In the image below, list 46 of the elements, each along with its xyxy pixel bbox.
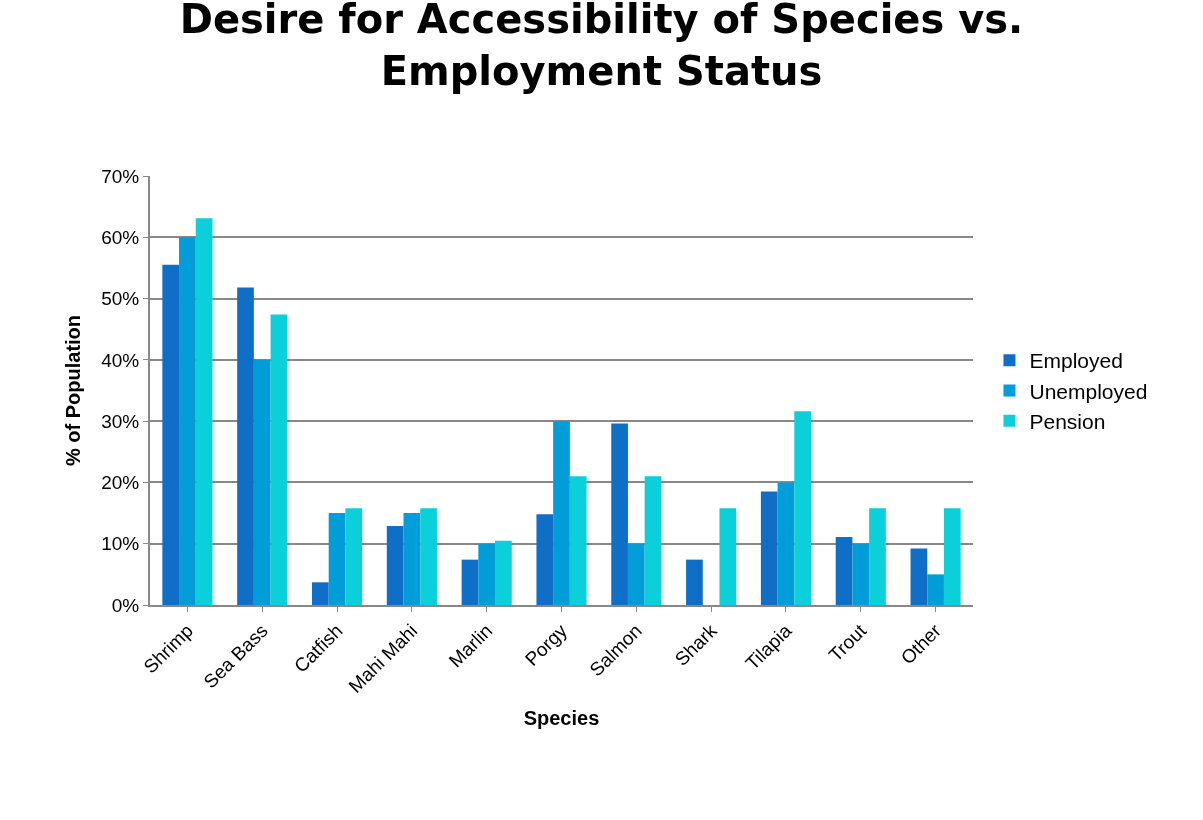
legend-label: Unemployed <box>1029 379 1148 403</box>
bar <box>852 543 870 605</box>
x-axis-title: Species <box>523 706 600 729</box>
y-tick-label: 30% <box>101 410 140 432</box>
bar <box>345 508 363 605</box>
bar <box>719 508 737 605</box>
bar <box>478 543 496 605</box>
bar <box>328 513 346 605</box>
bar <box>760 491 778 605</box>
bar <box>794 411 812 605</box>
y-tick-label: 40% <box>101 349 140 371</box>
bar <box>270 314 288 605</box>
legend-label: Pension <box>1029 409 1106 433</box>
bar <box>569 476 587 605</box>
y-tick-label: 60% <box>101 226 140 248</box>
y-tick-label: 0% <box>111 594 140 616</box>
bar <box>162 264 180 605</box>
bar <box>835 536 853 605</box>
bar <box>686 559 703 605</box>
y-tick-label: 20% <box>101 472 140 494</box>
bar <box>403 513 421 605</box>
legend-label: Employed <box>1029 349 1123 373</box>
bar <box>869 508 886 605</box>
y-tick-label: 70% <box>101 165 140 187</box>
bar <box>627 543 645 605</box>
bar <box>927 574 944 605</box>
bar <box>777 482 795 605</box>
y-tick-label: 50% <box>101 288 140 310</box>
bar <box>237 287 254 605</box>
y-tick-label: 10% <box>101 533 140 555</box>
bar <box>179 237 196 605</box>
bar <box>253 359 271 605</box>
bar <box>420 508 437 605</box>
bar <box>311 582 329 605</box>
bar <box>644 476 662 605</box>
bar <box>495 540 512 605</box>
bar <box>910 548 928 605</box>
chart-title: Desire for Accessibility of Species vs. Employment Status <box>179 0 1024 94</box>
y-axis-title: % of Population <box>62 314 85 467</box>
bar <box>536 514 554 605</box>
bar <box>553 421 570 605</box>
bar <box>943 508 961 605</box>
bar <box>611 423 628 605</box>
bar <box>386 525 404 605</box>
bar <box>461 559 479 605</box>
bar <box>195 218 213 605</box>
